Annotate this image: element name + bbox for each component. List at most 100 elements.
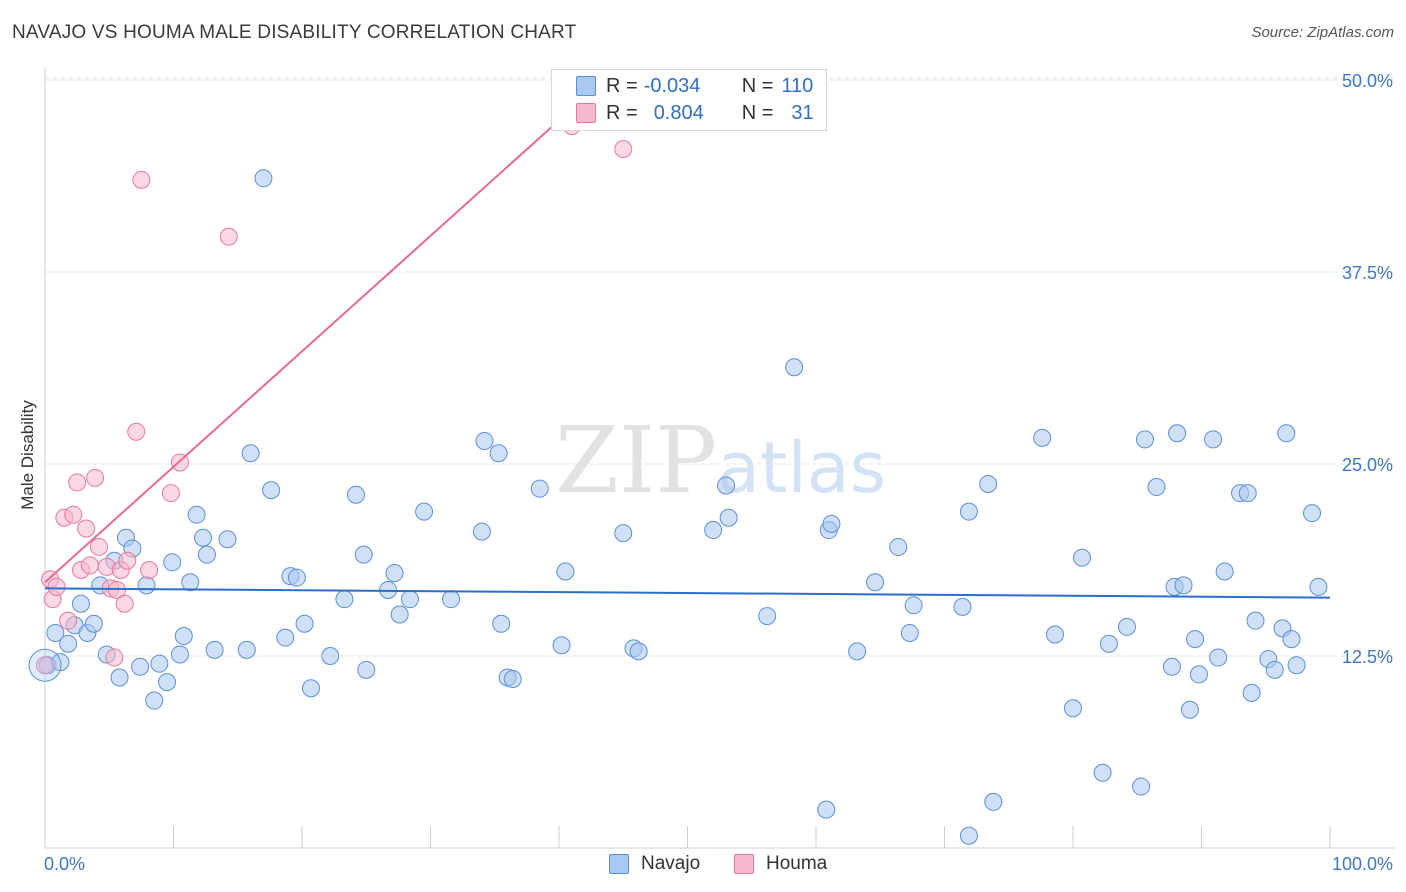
navajo-point <box>163 553 182 572</box>
navajo-point <box>28 648 62 682</box>
navajo-point <box>131 657 150 676</box>
bottom-legend-houma: Houma <box>734 851 827 877</box>
navajo-point <box>900 623 919 642</box>
navajo-point <box>301 679 320 698</box>
navajo-point <box>889 537 908 556</box>
stats-legend: R = -0.034 N = 110 R = 0.804 N = 31 <box>551 69 827 131</box>
y-axis-label: Male Disability <box>18 400 37 510</box>
navajo-point <box>1282 630 1301 649</box>
navajo-point <box>59 634 78 653</box>
y-tick-label: 25.0% <box>1342 455 1393 475</box>
houma-point <box>47 577 66 596</box>
navajo-point <box>205 640 224 659</box>
navajo-point <box>1174 576 1193 595</box>
navajo-point <box>1117 617 1136 636</box>
legend-r-label: R = <box>606 101 638 124</box>
bottom-legend-label: Navajo <box>641 853 701 874</box>
houma-point <box>86 468 105 487</box>
navajo-point <box>556 562 575 581</box>
navajo-point <box>1309 577 1328 596</box>
navajo-point <box>321 647 340 665</box>
chart-title: NAVAJO VS HOUMA MALE DISABILITY CORRELAT… <box>12 22 577 43</box>
navajo-point <box>276 628 295 647</box>
houma-point <box>140 560 159 579</box>
navajo-point <box>472 522 491 541</box>
legend-row-navajo: R = -0.034 N = 110 <box>576 73 813 99</box>
navajo-point <box>475 431 494 450</box>
navajo-point <box>629 642 648 661</box>
watermark-atlas: atlas <box>717 427 886 509</box>
houma-point <box>59 611 78 630</box>
houma-point <box>68 473 87 492</box>
legend-n-label: N = <box>741 74 774 97</box>
navajo-point <box>1242 683 1261 702</box>
navajo-point <box>415 502 434 521</box>
navajo-point <box>1135 430 1154 449</box>
bottom-legend-swatch-navajo <box>609 854 629 874</box>
bottom-legend-swatch-houma <box>734 854 754 874</box>
legend-n-value: 110 <box>781 74 814 97</box>
navajo-point <box>254 169 273 188</box>
tick-labels: 12.5% 25.0% 37.5% 50.0% 0.0% 100.0% <box>44 71 1393 874</box>
navajo-point <box>110 668 129 687</box>
navajo-point <box>904 596 923 615</box>
houma-trend-line <box>44 79 605 584</box>
navajo-point <box>287 568 306 587</box>
bottom-legend-label: Houma <box>766 853 828 874</box>
navajo-point <box>492 614 511 633</box>
houma-point <box>219 227 238 246</box>
navajo-point <box>959 502 978 521</box>
navajo-point <box>335 590 354 609</box>
navajo-point <box>552 636 571 655</box>
x-tick-label: 100.0% <box>1332 854 1393 874</box>
navajo-point <box>1168 424 1187 443</box>
x-tick-label: 0.0% <box>44 854 85 874</box>
navajo-point <box>959 826 978 845</box>
navajo-point <box>295 614 314 633</box>
navajo-point <box>1277 424 1296 443</box>
navajo-point <box>194 528 213 547</box>
navajo-point <box>719 508 738 527</box>
houma-point <box>132 170 151 189</box>
navajo-point <box>1180 700 1199 719</box>
legend-swatch-navajo <box>576 76 596 96</box>
trend-lines <box>44 79 1331 599</box>
navajo-point <box>979 474 998 493</box>
navajo-point <box>1204 430 1223 449</box>
navajo-point <box>442 590 461 609</box>
navajo-point <box>1186 630 1205 649</box>
navajo-point <box>237 640 256 659</box>
navajo-point <box>46 623 65 642</box>
navajo-point <box>785 358 804 377</box>
navajo-point <box>503 670 522 689</box>
navajo-point <box>150 654 169 673</box>
navajo-point <box>953 597 972 616</box>
navajo-point <box>1162 657 1181 676</box>
navajo-point <box>346 485 365 504</box>
navajo-point <box>1099 634 1118 653</box>
legend-row-houma: R = 0.804 N = 31 <box>576 100 814 126</box>
navajo-point <box>1132 777 1151 796</box>
navajo-trend-line <box>44 587 1331 599</box>
houma-point <box>77 519 96 538</box>
houma-point <box>127 422 146 441</box>
navajo-point <box>84 614 103 633</box>
navajo-point <box>218 530 237 549</box>
legend-n-label: N = <box>741 101 774 124</box>
navajo-point <box>1303 504 1322 523</box>
houma-point <box>161 484 180 503</box>
y-tick-label: 50.0% <box>1342 71 1393 91</box>
navajo-point <box>174 627 193 646</box>
navajo-point <box>158 673 177 692</box>
navajo-point <box>170 645 189 664</box>
legend-r-value: 0.804 <box>653 101 704 124</box>
navajo-point <box>181 573 200 592</box>
navajo-point <box>489 444 508 463</box>
navajo-point <box>385 564 404 583</box>
navajo-point <box>758 607 777 626</box>
navajo-point <box>197 545 216 564</box>
navajo-point <box>1064 699 1082 718</box>
navajo-point <box>1033 428 1052 447</box>
source-label: Source: ZipAtlas.com <box>1251 24 1394 41</box>
